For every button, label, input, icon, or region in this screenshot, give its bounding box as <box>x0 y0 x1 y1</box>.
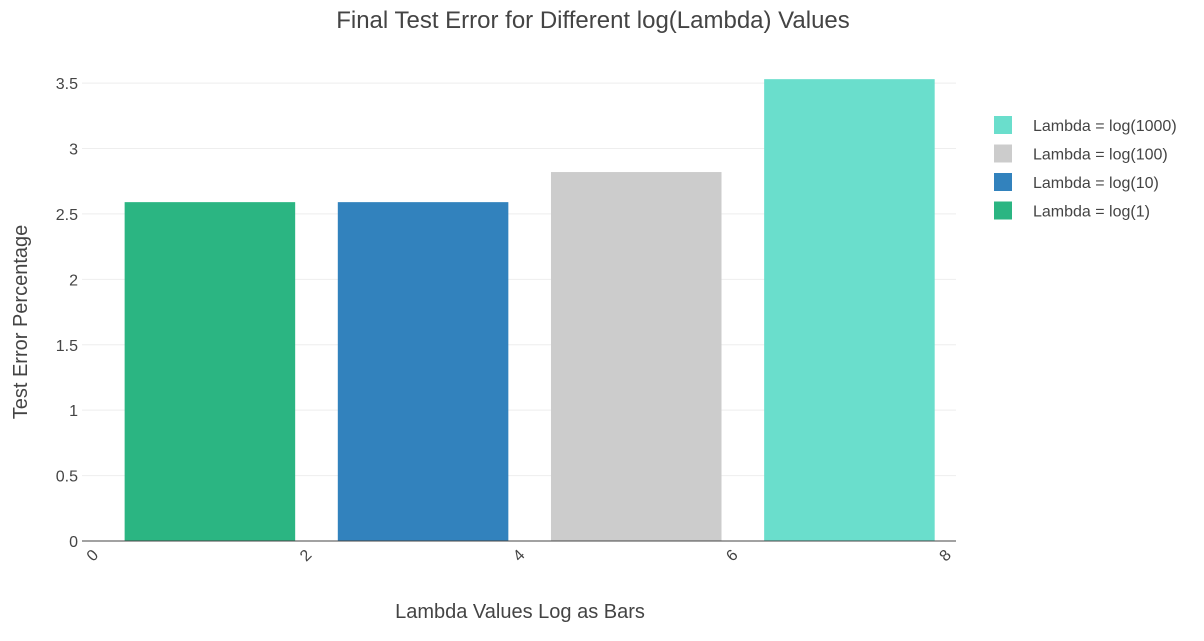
legend-label: Lambda = log(1) <box>1033 204 1150 221</box>
bar-1 <box>124 202 296 541</box>
bar-3 <box>550 172 722 542</box>
y-tick-label: 2 <box>69 272 78 289</box>
legend-label: Lambda = log(10) <box>1033 175 1159 192</box>
x-axis-title: Lambda Values Log as Bars <box>395 601 645 623</box>
x-tick-label: 8 <box>937 547 955 565</box>
legend-swatch <box>994 173 1012 191</box>
y-tick-label: 3.5 <box>56 76 78 93</box>
y-tick-label: 2.5 <box>56 207 78 224</box>
x-tick-label: 2 <box>297 547 315 565</box>
y-tick-label: 0.5 <box>56 469 78 486</box>
y-tick-label: 1.5 <box>56 338 78 355</box>
y-tick-label: 3 <box>69 142 78 159</box>
bar-2 <box>337 202 509 541</box>
x-tick-label: 6 <box>723 547 741 565</box>
legend-label: Lambda = log(1000) <box>1033 118 1177 135</box>
x-axis-ticks: 0 2 4 6 8 <box>84 547 955 565</box>
y-axis-title: Test Error Percentage <box>10 225 32 420</box>
x-tick-label: 4 <box>510 547 528 565</box>
legend-swatch <box>994 144 1012 163</box>
bar-4 <box>764 79 935 542</box>
y-axis-ticks: 0 0.5 1 1.5 2 2.5 3 3.5 <box>56 76 78 551</box>
y-tick-label: 1 <box>69 403 78 420</box>
chart-title: Final Test Error for Different log(Lambd… <box>336 7 850 34</box>
legend-swatch <box>994 116 1012 134</box>
bars <box>124 79 935 542</box>
legend-swatch <box>994 201 1012 220</box>
legend-label: Lambda = log(100) <box>1033 147 1168 164</box>
y-tick-label: 0 <box>69 534 78 551</box>
x-tick-label: 0 <box>84 547 102 565</box>
legend: Lambda = log(1000) Lambda = log(100) Lambd… <box>994 116 1177 221</box>
